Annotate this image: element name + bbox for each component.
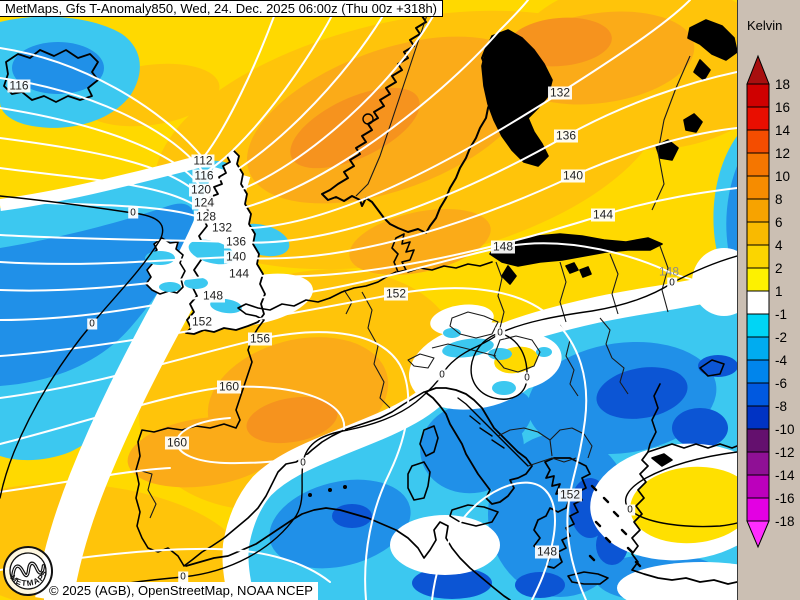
colorbar-tick: -14 (775, 468, 795, 483)
colorbar-box (746, 221, 770, 246)
colorbar-box (746, 428, 770, 453)
map-title: MetMaps, Gfs T-Anomaly850, Wed, 24. Dec.… (5, 1, 438, 16)
colorbar-box (746, 290, 770, 315)
colorbar-box (746, 474, 770, 499)
colorbar-tick: 12 (775, 146, 790, 161)
colorbar-tick: -6 (775, 376, 787, 391)
colorbar-box (746, 359, 770, 384)
coastline-sardinia (407, 461, 431, 501)
baltic-sea (489, 233, 663, 267)
colorbar-box (746, 451, 770, 476)
colorbar-panel: Kelvin 18 16 14 12 10 8 6 4 2 1 -1 -2 -4 -6 -8 -10 -12 -1… (737, 0, 800, 600)
coastline-iceland (3, 49, 99, 103)
copyright-bar: © 2025 (AGB), OpenStreetMap, NOAA NCEP (44, 582, 318, 600)
colorbar-tick: -8 (775, 399, 787, 414)
colorbar-tick: 10 (775, 169, 790, 184)
colorbar-box (746, 152, 770, 177)
colorbar-box (746, 382, 770, 407)
coastline-sicily (449, 504, 499, 527)
colorbar-tick: 18 (775, 77, 790, 92)
colorbar-tick: -2 (775, 330, 787, 345)
white-sea (687, 19, 737, 61)
colorbar-tick: -18 (775, 514, 795, 529)
colorbar-box (746, 175, 770, 200)
colorbar-arrow-down (746, 520, 770, 549)
coastline-denmark (391, 233, 415, 273)
colorbar-box (746, 83, 770, 108)
colorbar-box (746, 497, 770, 522)
map-area: 116 112 116 120 124 128 132 136 140 144 148 152 156 1… (0, 0, 737, 600)
colorbar-tick: -12 (775, 445, 795, 460)
colorbar-tick: 1 (775, 284, 783, 299)
colorbar-tick: 4 (775, 238, 783, 253)
colorbar-tick: 6 (775, 215, 783, 230)
colorbar-tick: -1 (775, 307, 787, 322)
coastline-black-sea (647, 359, 725, 453)
colorbar-box (746, 336, 770, 361)
coastline-north-africa (185, 507, 511, 600)
colorbar-arrow-up (746, 54, 770, 85)
colorbar-tick: 2 (775, 261, 783, 276)
coastline-corsica (419, 425, 439, 457)
country-borders (137, 11, 691, 519)
colorbar-unit-label: Kelvin (747, 18, 783, 33)
colorbar-box (746, 244, 770, 269)
coastline-adriatic (457, 397, 529, 467)
colorbar-tick: 8 (775, 192, 783, 207)
gulf-of-bothnia (481, 29, 553, 167)
coastline-turkey (631, 443, 737, 585)
colorbar-tick: -16 (775, 491, 795, 506)
coastline-crete (567, 571, 609, 585)
colorbar-box (746, 129, 770, 154)
colorbar-box (746, 313, 770, 338)
colorbar-box (746, 405, 770, 430)
copyright-text: © 2025 (AGB), OpenStreetMap, NOAA NCEP (49, 583, 313, 598)
colorbar-tick: -4 (775, 353, 787, 368)
colorbar-tick: 14 (775, 123, 791, 138)
weather-map (0, 0, 737, 600)
metmaps-logo: METMAPS (2, 546, 53, 596)
colorbar-tick: -10 (775, 422, 795, 437)
colorbar-tick: 16 (775, 100, 790, 115)
title-bar: MetMaps, Gfs T-Anomaly850, Wed, 24. Dec.… (0, 0, 444, 17)
colorbar: 18 16 14 12 10 8 6 4 2 1 -1 -2 -4 -6 -8 -10 -12 -14 -16 -18 (746, 54, 795, 549)
colorbar-box (746, 267, 770, 292)
colorbar-box (746, 106, 770, 131)
colorbar-box (746, 198, 770, 223)
